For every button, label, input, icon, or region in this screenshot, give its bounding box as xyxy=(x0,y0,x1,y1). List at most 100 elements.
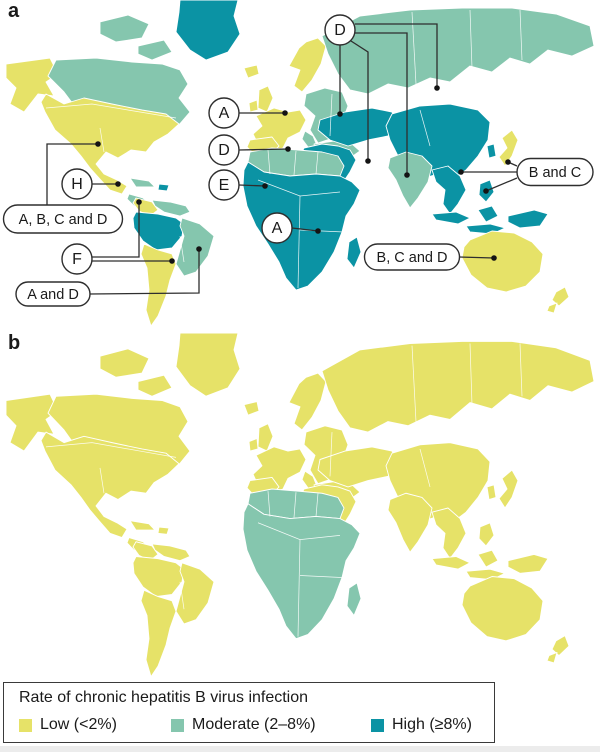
callout-bubble xyxy=(516,157,594,187)
callout-dot xyxy=(169,258,175,264)
country-border-line xyxy=(315,493,319,517)
callout-label: H xyxy=(71,176,83,193)
callout-dot xyxy=(505,159,511,165)
callout-label: B, C and D xyxy=(377,250,448,266)
callout-dot xyxy=(315,228,321,234)
region-australia xyxy=(461,230,544,293)
region-central-asia xyxy=(317,107,399,147)
region-hispaniola xyxy=(157,183,170,192)
region-scandinavia xyxy=(288,37,327,93)
region-russia xyxy=(321,7,595,95)
genotype-callout-e-west-africa: E xyxy=(208,169,268,201)
region-scandinavia xyxy=(288,372,327,431)
region-madagascar xyxy=(346,236,362,269)
callout-bubble xyxy=(324,14,356,46)
callout-line xyxy=(238,148,289,151)
region-central-asia xyxy=(317,446,399,488)
country-border-line xyxy=(293,150,297,176)
genotype-callout-a-africa: A xyxy=(261,212,321,244)
callout-line xyxy=(291,227,319,232)
region-philippines xyxy=(478,522,495,547)
genotype-callout-d-mediterranean: D xyxy=(208,134,291,166)
region-new-zealand-n xyxy=(551,286,570,307)
callout-label: A xyxy=(272,220,283,237)
region-venezuela xyxy=(151,543,191,562)
genotype-callout-a-and-d-south-america: A and D xyxy=(15,246,202,307)
country-border-line xyxy=(297,539,301,637)
region-usa-mexico xyxy=(40,93,180,195)
world-map-svg xyxy=(5,332,595,678)
region-southeast-asia xyxy=(431,165,467,215)
region-hispaniola xyxy=(157,526,170,535)
region-iceland xyxy=(243,64,260,79)
region-usa-mexico xyxy=(40,431,180,538)
country-border-line xyxy=(519,9,523,61)
callout-line xyxy=(238,184,266,187)
region-sub-saharan-africa xyxy=(242,161,361,291)
genotype-callout-a-b-c-and-d-north-america: A, B, C and D xyxy=(2,141,124,234)
genotype-callout-h-mexico: H xyxy=(61,168,121,200)
callout-label: D xyxy=(218,142,230,159)
callout-line xyxy=(89,249,200,295)
region-iceland xyxy=(243,401,260,416)
country-border-line xyxy=(419,109,431,147)
region-arctic-a xyxy=(99,14,150,43)
region-russia xyxy=(321,340,595,433)
country-border-line xyxy=(419,448,431,488)
legend-title: Rate of chronic hepatitis B virus infect… xyxy=(19,689,309,706)
country-border-line xyxy=(99,467,105,494)
callout-line xyxy=(46,143,98,205)
country-border-line xyxy=(329,432,333,477)
callout-dot xyxy=(458,169,464,175)
callout-line xyxy=(485,177,518,192)
region-ireland xyxy=(248,99,259,113)
region-venezuela xyxy=(151,199,191,217)
country-border-line xyxy=(45,442,177,458)
country-border-line xyxy=(99,127,105,153)
callout-bubble xyxy=(15,281,91,307)
region-india xyxy=(387,151,433,209)
callout-bubble xyxy=(363,243,461,271)
region-ireland xyxy=(248,437,259,452)
region-india xyxy=(387,492,433,553)
callout-bubble xyxy=(261,212,293,244)
region-peru-amazon xyxy=(132,211,185,251)
callout-label: F xyxy=(72,251,82,268)
panel-b-label: b xyxy=(8,332,21,354)
callout-label: A and D xyxy=(27,287,79,303)
country-border-line xyxy=(299,575,345,578)
callout-label: A xyxy=(219,105,230,122)
callout-dot xyxy=(136,199,142,205)
region-southern-cone xyxy=(140,243,177,327)
genotype-callout-b-c-and-d-australia: B, C and D xyxy=(363,243,497,271)
region-indonesia-a xyxy=(431,556,471,570)
callout-bubble xyxy=(61,168,93,200)
genotype-callout-a-europe: A xyxy=(208,97,288,129)
region-borneo xyxy=(477,549,499,568)
callout-dot xyxy=(285,146,291,152)
callout-line xyxy=(458,256,495,259)
callout-line xyxy=(354,32,408,175)
region-arctic-a xyxy=(99,348,150,378)
callout-dot xyxy=(491,255,497,261)
callout-dot xyxy=(196,246,202,252)
callout-dot xyxy=(404,172,410,178)
legend-item-low: Low (<2%) xyxy=(19,716,117,734)
region-korea xyxy=(486,143,497,159)
region-sub-saharan-africa xyxy=(242,503,361,640)
callout-label: B and C xyxy=(529,165,581,181)
legend-label-low: Low (<2%) xyxy=(40,716,117,733)
region-borneo xyxy=(477,205,499,223)
region-arctic-b xyxy=(137,39,173,61)
legend-item-high: High (≥8%) xyxy=(371,716,472,734)
callout-dot xyxy=(95,141,101,147)
callout-dot xyxy=(282,110,288,116)
callout-dot xyxy=(434,85,440,91)
region-arctic-b xyxy=(137,374,173,397)
country-border-line xyxy=(469,9,473,69)
region-new-zealand-s xyxy=(546,302,558,314)
country-border-line xyxy=(469,343,473,405)
genotype-world-map: A D E A D B and C B, C and D H A, B, C and D F A a… xyxy=(0,0,600,332)
high-color-swatch xyxy=(371,718,384,732)
